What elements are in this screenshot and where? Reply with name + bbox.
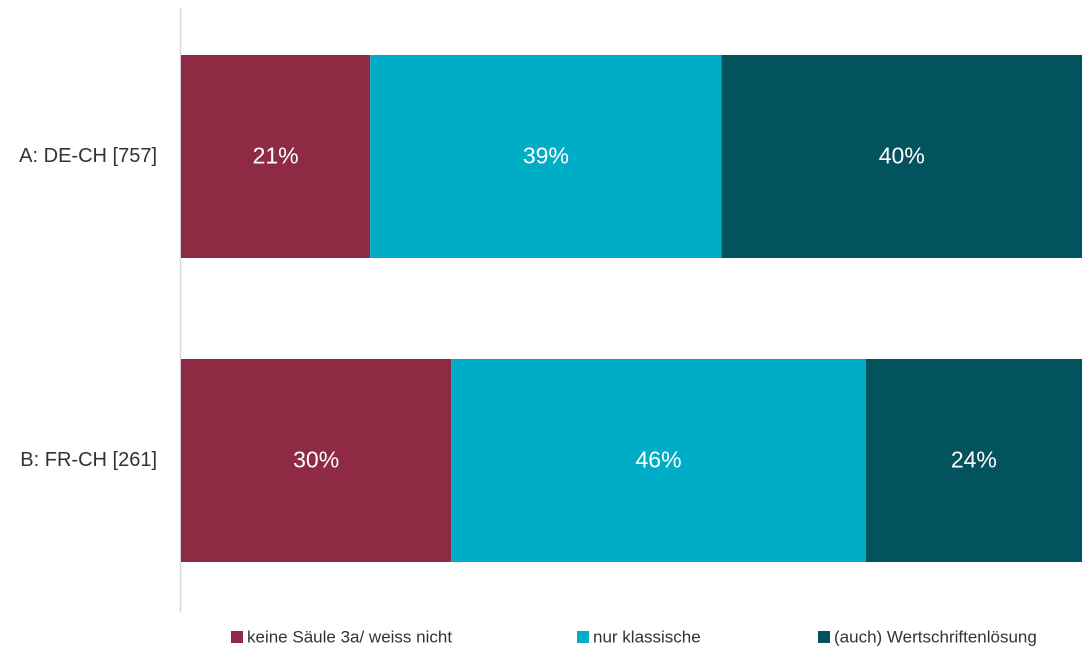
data-label: 40% xyxy=(879,143,925,169)
bar-segment xyxy=(181,359,452,562)
bar-segment xyxy=(181,55,371,258)
bar-segment xyxy=(370,55,722,258)
legend-swatch xyxy=(818,631,830,643)
data-label: 39% xyxy=(523,143,569,169)
data-label: 21% xyxy=(253,143,299,169)
legend: keine Säule 3a/ weiss nicht nur klassisch… xyxy=(231,627,1037,646)
category-axis: A: DE-CH [757] B: FR-CH [261] xyxy=(19,8,182,612)
bar-segment xyxy=(865,359,1082,562)
data-label: 46% xyxy=(636,447,682,473)
bars: 21% 39% 40% 30% 46% 24% xyxy=(181,55,1082,562)
category-label: B: FR-CH [261] xyxy=(20,449,157,471)
bar-segment xyxy=(451,359,866,562)
legend-label: keine Säule 3a/ weiss nicht xyxy=(247,627,452,646)
legend-label: (auch) Wertschriftenlösung xyxy=(834,627,1037,646)
data-label: 30% xyxy=(293,447,339,473)
category-label: A: DE-CH [757] xyxy=(19,145,157,167)
data-label: 24% xyxy=(951,447,997,473)
bar-segment xyxy=(721,55,1082,258)
legend-label: nur klassische xyxy=(593,627,701,646)
legend-swatch xyxy=(231,631,243,643)
legend-swatch xyxy=(577,631,589,643)
